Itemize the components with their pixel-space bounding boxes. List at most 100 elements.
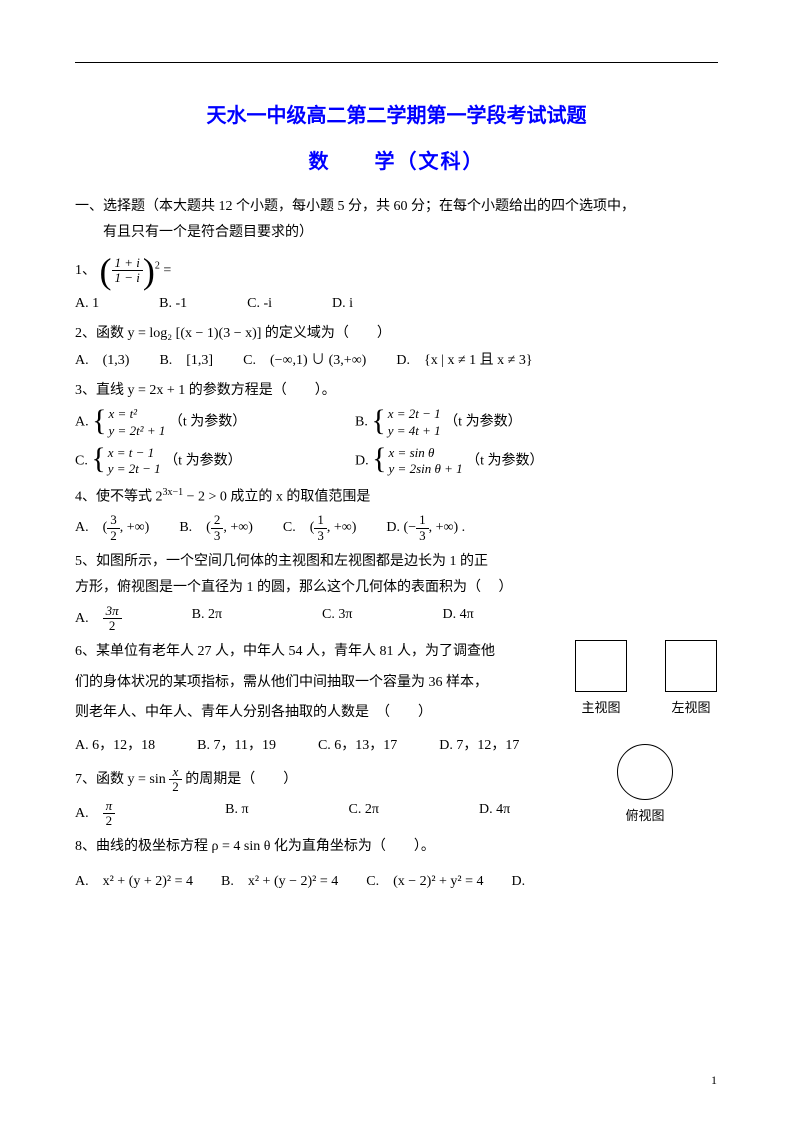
q1-num: 1 + i [112,256,143,271]
q1-opt-b: B. -1 [159,293,247,315]
q7-opt-b: B. π [225,799,348,829]
q7-opt-a: A. π2 [75,799,225,829]
q7-opt-d: D. 4π [479,799,570,829]
q4-a-pre: A. ( [75,520,107,535]
q2-options: A. (1,3) B. [1,3] C. (−∞,1) ∪ (3,+∞) D. … [75,350,718,372]
q2-opt-a: A. (1,3) [75,350,159,372]
q5-opt-d: D. 4π [442,604,533,634]
q3-a-l1: x = t² [109,406,166,422]
q4-exp: 3x−1 [163,487,184,498]
q6-l1: 6、某单位有老年人 27 人，中年人 54 人，青年人 81 人，为了调查他 [75,641,515,663]
square-icon [665,640,717,692]
q4-a-post: , +∞) [120,520,150,535]
title-sub: 数 学（文科） [75,146,718,178]
header-rule [75,62,718,63]
q4-opt-d: D. (−13, +∞) . [386,513,495,543]
q3-options-row1: A. { x = t² y = 2t² + 1 （t 为参数） B. { x =… [75,406,718,439]
q8-options: A. x² + (y + 2)² = 4 B. x² + (y − 2)² = … [75,871,718,893]
left-view-label: 左视图 [665,698,717,719]
page-number: 1 [711,1071,717,1090]
q6-opt-b: B. 7，11，19 [197,735,318,757]
q3-opt-d: D. { x = sin θ y = 2sin θ + 1 （t 为参数） [355,445,604,478]
q1-expr: ( 1 + i 1 − i ) [100,253,155,289]
q6-l2: 们的身体状况的某项指标，需从他们中间抽取一个容量为 36 样本， [75,672,515,694]
q1: 1、 ( 1 + i 1 − i ) 2 = [75,253,718,289]
view-figures: 主视图 左视图 [575,640,717,719]
q5-a-num: 3π [103,604,122,619]
left-view-fig: 左视图 [665,640,717,719]
q3-b-note: （t 为参数） [444,415,521,430]
exam-page: 天水一中级高二第二学期第一学段考试试题 数 学（文科） 一、选择题（本大题共 1… [0,0,793,1122]
q4-d-pre: D. (− [386,520,416,535]
q4-opt-c: C. (13, +∞) [283,513,387,543]
q4-c-num: 1 [314,513,327,528]
q3-opt-a: A. { x = t² y = 2t² + 1 （t 为参数） [75,406,355,439]
q2-opt-b: B. [1,3] [159,350,243,372]
q7-post: 的周期是（ ） [182,772,298,787]
q4: 4、使不等式 23x−1 − 2 > 0 成立的 x 的取值范围是 [75,485,718,509]
q8-opt-d: D. [512,871,556,893]
q7-a-pre: A. [75,806,103,821]
q8-opt-c: C. (x − 2)² + y² = 4 [366,871,511,893]
q3-a-label: A. [75,415,89,430]
q4-pre: 4、使不等式 2 [75,490,163,505]
q4-b-post: , +∞) [223,520,253,535]
main-view-label: 主视图 [575,698,627,719]
q3-c-l1: x = t − 1 [108,445,161,461]
q3-d-l1: x = sin θ [389,445,463,461]
q7-num: x [169,765,182,780]
q4-d-post: , +∞) . [429,520,466,535]
q3-d-l2: y = 2sin θ + 1 [389,461,463,477]
q8: 8、曲线的极坐标方程 ρ = 4 sin θ 化为直角坐标为（ ）。 [75,836,718,858]
q3-c-label: C. [75,453,88,468]
q2: 2、函数 y = log₂ [(x − 1)(3 − x)] 的定义域为（ ） [75,323,718,345]
q6-opt-d: D. 7，12，17 [439,735,579,757]
q3-opt-c: C. { x = t − 1 y = 2t − 1 （t 为参数） [75,445,355,478]
q2-opt-c: C. (−∞,1) ∪ (3,+∞) [243,350,396,372]
q1-den: 1 − i [112,271,143,285]
square-icon [575,640,627,692]
q1-opt-a: A. 1 [75,293,159,315]
q4-d-den: 3 [416,529,429,543]
q3-d-note: （t 为参数） [466,453,543,468]
q4-a-num: 3 [107,513,120,528]
top-view-fig: 俯视图 [617,744,673,827]
section1-heading: 一、选择题（本大题共 12 个小题，每小题 5 分，共 60 分；在每个小题给出… [75,196,718,218]
q3-b-l2: y = 4t + 1 [388,423,441,439]
q4-c-den: 3 [314,529,327,543]
title-main: 天水一中级高二第二学期第一学段考试试题 [75,100,718,132]
q5-a-den: 2 [103,619,122,633]
q7-den: 2 [169,780,182,794]
paren-right: ) [143,253,155,289]
q4-d-num: 1 [416,513,429,528]
q3-c-note: （t 为参数） [164,453,241,468]
circle-icon [617,744,673,800]
top-view-label: 俯视图 [617,806,673,827]
q1-eq: = [160,263,171,278]
q8-opt-b: B. x² + (y − 2)² = 4 [221,871,366,893]
q1-options: A. 1 B. -1 C. -i D. i [75,293,718,315]
q4-c-post: , +∞) [327,520,357,535]
q7-opt-c: C. 2π [349,799,479,829]
q2-opt-d: D. {x | x ≠ 1 且 x ≠ 3} [396,350,562,372]
q1-label: 1、 [75,263,96,278]
q3-c-l2: y = 2t − 1 [108,461,161,477]
q3-a-note: （t 为参数） [169,415,246,430]
q4-b-pre: B. ( [179,520,211,535]
section1-heading-cont: 有且只有一个是符合题目要求的） [75,222,718,244]
q6-opt-a: A. 6，12，18 [75,735,197,757]
q3-a-l2: y = 2t² + 1 [109,423,166,439]
q1-opt-d: D. i [332,293,413,315]
q3-opt-b: B. { x = 2t − 1 y = 4t + 1 （t 为参数） [355,406,582,439]
q4-post: − 2 > 0 成立的 x 的取值范围是 [183,490,370,505]
main-view-fig: 主视图 [575,640,627,719]
q4-opt-a: A. (32, +∞) [75,513,179,543]
q6-opt-c: C. 6，13，17 [318,735,439,757]
q4-opt-b: B. (23, +∞) [179,513,283,543]
q4-c-pre: C. ( [283,520,315,535]
q7-pre: 7、函数 y = sin [75,772,169,787]
q5-opt-a: A. 3π2 [75,604,192,634]
q5-a-pre: A. [75,611,103,626]
q3-options-row2: C. { x = t − 1 y = 2t − 1 （t 为参数） D. { x… [75,445,718,478]
q8-opt-a: A. x² + (y + 2)² = 4 [75,871,221,893]
